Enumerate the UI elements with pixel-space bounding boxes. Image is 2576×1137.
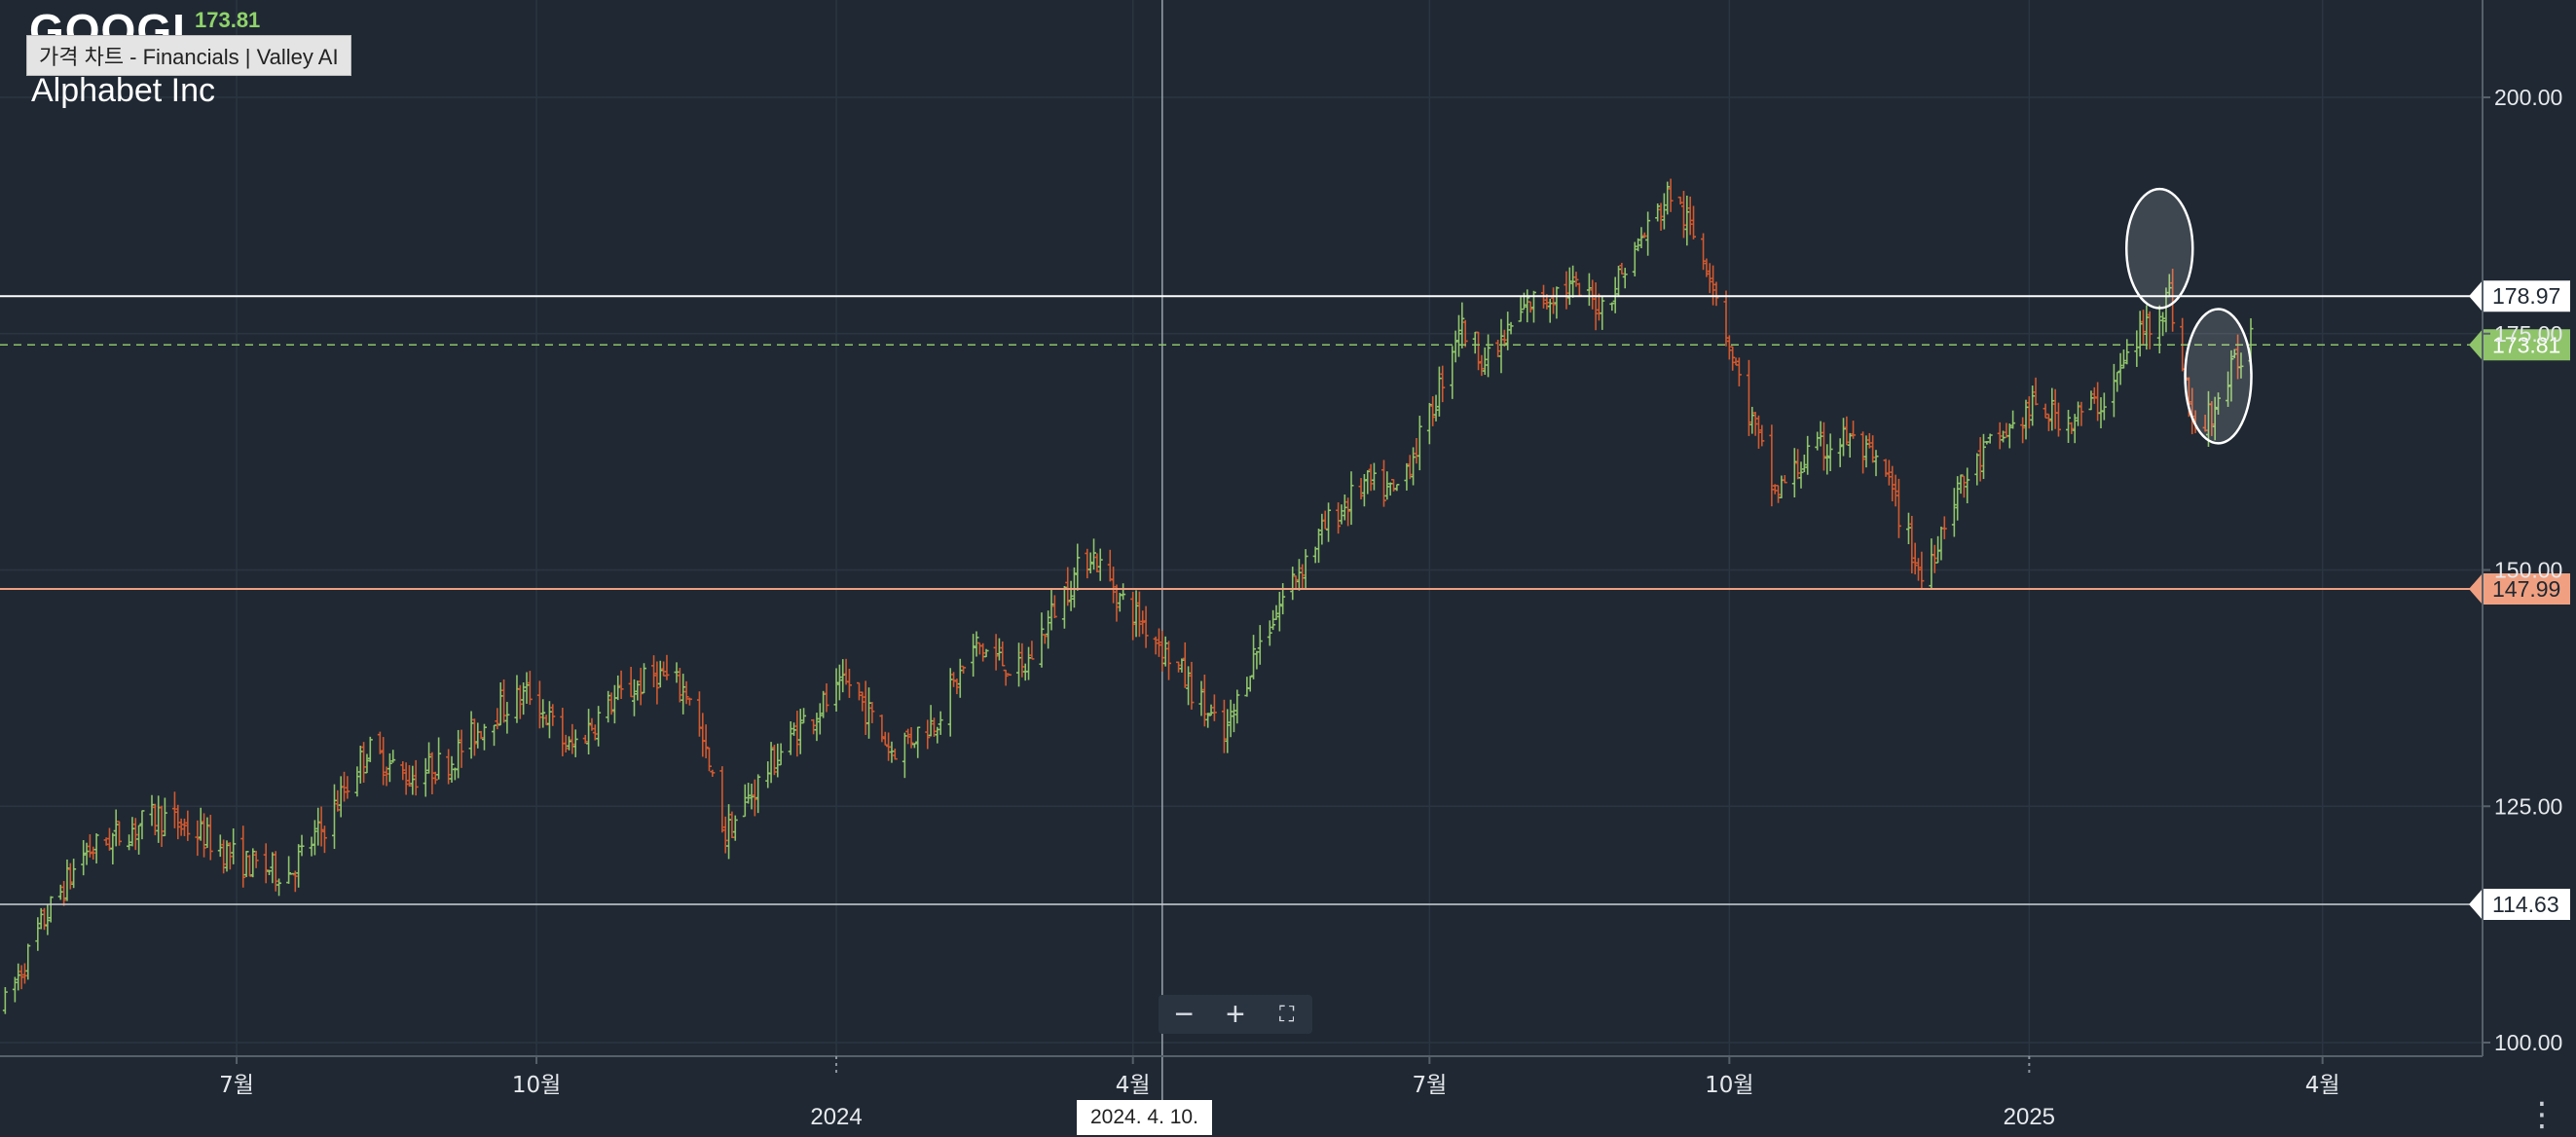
price-badge-label: 173.81	[2492, 332, 2560, 357]
zoom-in-button[interactable]: +	[1226, 996, 1245, 1033]
last-price-label: 173.81	[195, 8, 261, 32]
price-badge	[2469, 573, 2570, 605]
fullscreen-icon[interactable]: ⛶	[1278, 1002, 1295, 1026]
candlestick-series	[2, 178, 2254, 1014]
y-tick-label: 150.00	[2494, 558, 2562, 583]
x-year-label: 2024	[810, 1104, 862, 1130]
x-year-label: 2025	[2004, 1104, 2055, 1130]
price-badge-label: 178.97	[2492, 283, 2560, 309]
zoom-controls: − + ⛶	[1159, 995, 1312, 1034]
chart-grid	[0, 0, 2483, 1100]
y-axis: 100.00 125.00 150.00 175.00 200.00	[2482, 0, 2562, 1056]
x-month-label: 10월	[512, 1073, 561, 1098]
y-tick-label: 100.00	[2494, 1030, 2562, 1055]
x-month-label: 7월	[1412, 1073, 1447, 1098]
x-axis: 7월 10월 4월 7월 10월 4월 2024 2025	[0, 1055, 2483, 1130]
price-badge	[2469, 888, 2570, 920]
y-tick-label: 175.00	[2494, 321, 2562, 347]
y-tick-label: 125.00	[2494, 793, 2562, 819]
company-name: Alphabet Inc	[31, 72, 216, 109]
y-tick-label: 200.00	[2494, 85, 2562, 110]
chart-tooltip: 가격 차트 - Financials | Valley AI	[26, 35, 351, 76]
price-badge	[2469, 329, 2570, 361]
crosshair-date-badge: 2024. 4. 10.	[1077, 1100, 1212, 1135]
annotation-ellipse	[2184, 308, 2253, 445]
annotation-ellipses	[2125, 187, 2253, 445]
price-badge	[2469, 280, 2570, 312]
annotation-ellipse	[2125, 187, 2194, 310]
x-month-label: 4월	[1116, 1073, 1151, 1098]
x-month-label: 4월	[2305, 1073, 2340, 1098]
x-month-label: 7월	[219, 1073, 254, 1098]
price-badge-label: 147.99	[2492, 576, 2560, 602]
price-badge-label: 114.63	[2492, 892, 2559, 917]
zoom-out-button[interactable]: −	[1174, 996, 1195, 1033]
more-vertical-icon[interactable]: ⋮	[2525, 1096, 2558, 1133]
horizontal-lines: 178.97 173.81 147.99 114.63	[0, 280, 2570, 920]
x-month-label: 10월	[1705, 1073, 1753, 1098]
